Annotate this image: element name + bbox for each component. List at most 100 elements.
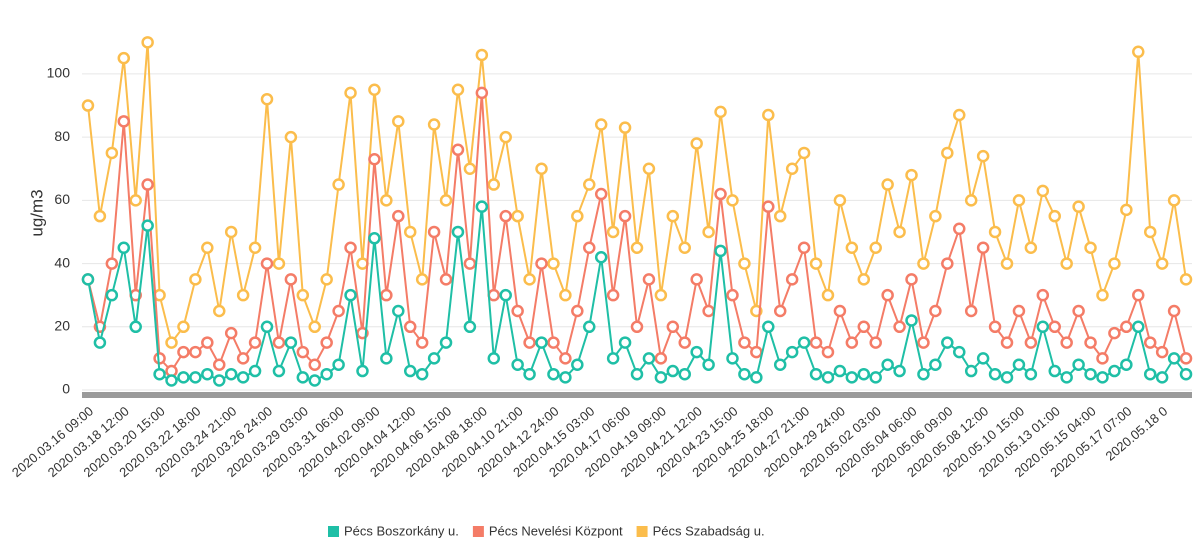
point [451, 143, 465, 157]
point [403, 225, 417, 239]
point [797, 241, 811, 255]
point [726, 288, 739, 302]
legend-swatch [328, 526, 339, 537]
point [1120, 203, 1133, 217]
point [845, 241, 859, 255]
point [344, 288, 357, 302]
y-tick-label: 40 [54, 254, 70, 270]
point [773, 358, 787, 371]
point [690, 137, 703, 150]
point [559, 288, 572, 302]
point [750, 371, 763, 384]
y-tick-label: 100 [47, 65, 71, 81]
point [666, 364, 680, 378]
point [857, 273, 871, 286]
point [785, 162, 799, 175]
point [1143, 225, 1157, 239]
point [1132, 288, 1145, 302]
point [785, 345, 799, 359]
point [511, 209, 524, 223]
point [165, 374, 178, 387]
point [941, 146, 954, 160]
point [547, 257, 560, 270]
point [594, 251, 608, 264]
point [964, 194, 978, 207]
point [1084, 336, 1097, 349]
point [105, 257, 119, 270]
point [702, 304, 715, 318]
point [1000, 257, 1014, 270]
point [642, 352, 656, 365]
point [678, 336, 691, 349]
point [618, 209, 632, 223]
point [1143, 367, 1157, 381]
point [797, 146, 811, 160]
point [1084, 367, 1097, 381]
point [976, 149, 990, 163]
point [141, 178, 154, 191]
point [547, 336, 560, 349]
point [463, 257, 477, 270]
point [606, 288, 620, 302]
point [308, 358, 321, 371]
point [392, 209, 405, 223]
point [1072, 200, 1085, 213]
point [917, 367, 930, 381]
point [236, 352, 250, 365]
point [1024, 367, 1038, 381]
point [618, 336, 632, 349]
point [284, 273, 298, 286]
point [117, 51, 131, 65]
point [702, 225, 715, 239]
point [1155, 345, 1169, 359]
point [738, 257, 751, 270]
point [583, 320, 596, 334]
point [1167, 194, 1181, 207]
point [308, 320, 321, 334]
point [1155, 257, 1169, 270]
point [1048, 364, 1061, 378]
point [380, 288, 393, 302]
point [642, 273, 656, 286]
point [201, 336, 214, 349]
point [439, 273, 453, 286]
point [284, 130, 298, 144]
point [726, 194, 739, 207]
point [929, 358, 942, 371]
point [248, 241, 262, 255]
point [1000, 336, 1014, 349]
point [1036, 184, 1050, 198]
point [260, 92, 274, 106]
point [809, 257, 823, 270]
point [177, 345, 190, 359]
point [738, 367, 751, 381]
point [1012, 358, 1026, 371]
point [1000, 371, 1014, 384]
point [403, 320, 417, 334]
point [392, 304, 405, 318]
point [487, 288, 501, 302]
point [666, 320, 680, 334]
point [511, 304, 524, 318]
point [905, 168, 918, 182]
point [714, 187, 727, 201]
point [499, 288, 512, 302]
point [1167, 304, 1181, 318]
point [929, 304, 942, 318]
point [821, 371, 835, 384]
point [1108, 326, 1121, 340]
point [1120, 358, 1133, 371]
point [941, 257, 954, 270]
point [666, 209, 680, 223]
point [141, 219, 154, 232]
point [332, 358, 345, 371]
point [857, 320, 871, 334]
point [260, 257, 274, 270]
point [451, 225, 465, 239]
point [953, 222, 966, 236]
point [189, 273, 202, 286]
legend-label: Pécs Boszorkány u. [344, 523, 459, 538]
point [499, 209, 512, 223]
point [821, 288, 835, 302]
point [296, 345, 310, 359]
